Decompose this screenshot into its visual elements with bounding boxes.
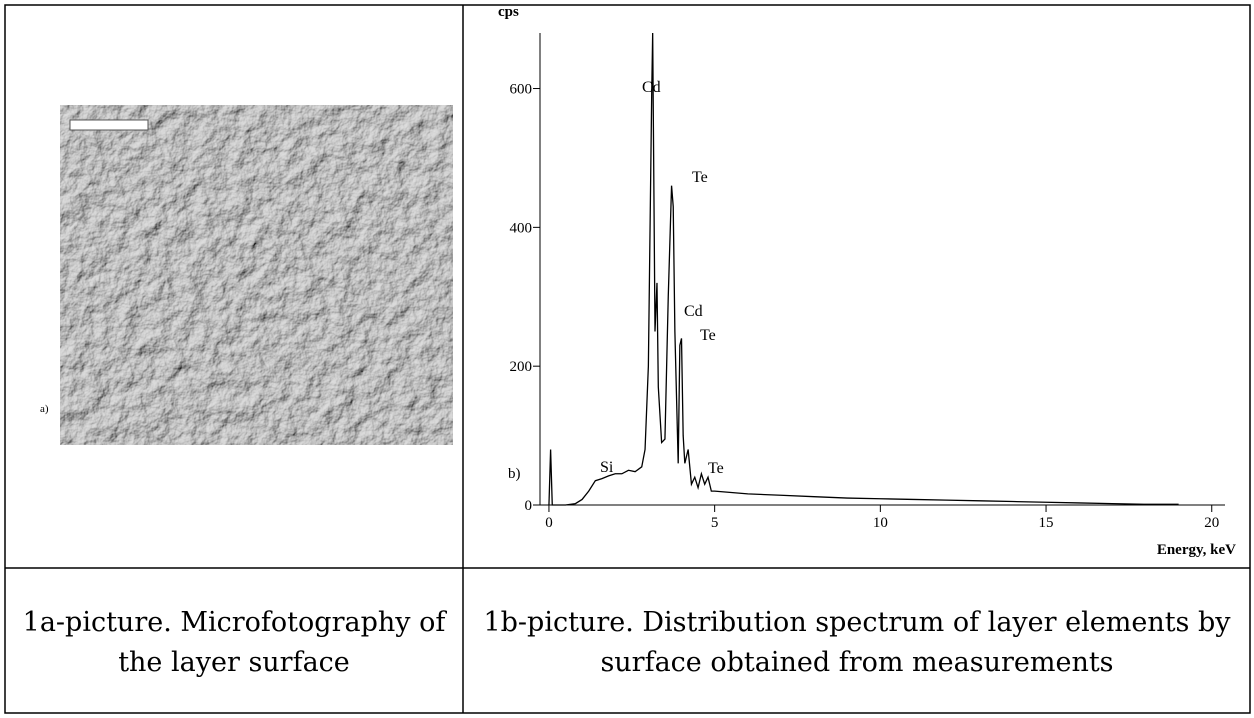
scale-bar [69,119,149,131]
y-axis-label: cps [498,4,519,20]
peak-label: Si [600,459,614,476]
x-tick-label: 10 [873,515,888,531]
y-tick-label: 400 [510,220,533,236]
x-tick-label: 20 [1204,515,1219,531]
spectrum-chart: cps Energy, keV b) 0 200 400 600 0 5 10 15 20 Cd T… [498,4,1236,558]
table-border [4,4,1251,714]
peak-label: Cd [684,303,703,320]
peak-label: Te [692,169,708,186]
peak-label: Te [708,460,724,477]
x-tick-label: 15 [1039,515,1054,531]
micrograph [60,105,453,445]
y-tick-label: 600 [510,82,533,98]
y-tick-label: 0 [525,498,533,514]
y-tick-label: 200 [510,359,533,375]
panel-label: a) [40,403,49,415]
spectrum-line [548,32,1179,506]
x-tick-label: 5 [711,515,719,531]
peak-label: Cd [642,79,661,96]
x-tick-label: 0 [545,515,553,531]
caption: 1a-picture. Microfotography of the layer… [22,607,446,678]
caption: 1b-picture. Distribution spectrum of lay… [483,607,1231,678]
x-axis-label: Energy, keV [1157,542,1236,558]
panel-label: b) [508,466,521,482]
peak-label: Te [700,327,716,344]
